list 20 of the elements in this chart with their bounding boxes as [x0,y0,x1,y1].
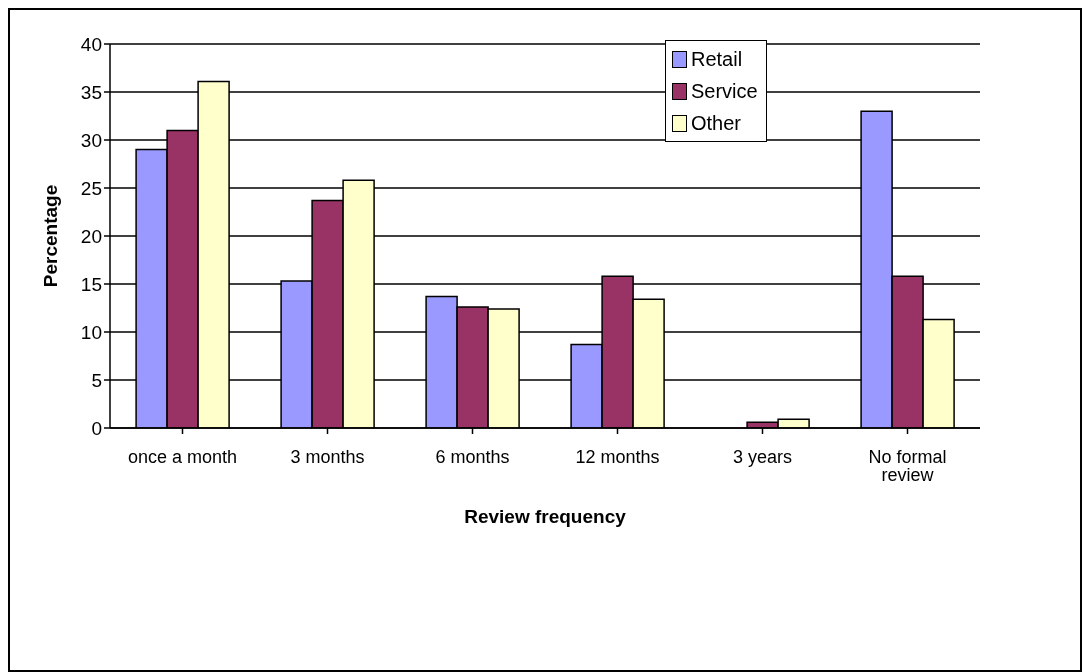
x-tick-label: 3 months [290,446,365,467]
y-axis-title: Percentage [39,184,61,288]
x-tick-label: once a month [127,446,238,467]
x-tick-label: 12 months [575,446,660,467]
y-tick-label: 30 [80,129,102,151]
y-tick-label: 25 [80,177,102,199]
legend-label: Retail [691,47,743,72]
x-tick-label: 3 years [732,446,793,467]
y-tick-label: 35 [80,81,102,103]
legend-label: Service [691,79,758,104]
x-axis-title: Review frequency [464,506,627,527]
y-tick-label: 15 [80,273,102,295]
x-tick-label: 6 months [435,446,510,467]
y-tick-label: 5 [91,369,102,391]
y-tick-label: 10 [80,321,102,343]
y-tick-label: 20 [80,225,102,247]
x-tick-label: No formal review [868,446,947,485]
y-tick-label: 40 [80,33,102,55]
y-tick-label: 0 [91,417,102,439]
legend-label: Other [691,111,742,136]
